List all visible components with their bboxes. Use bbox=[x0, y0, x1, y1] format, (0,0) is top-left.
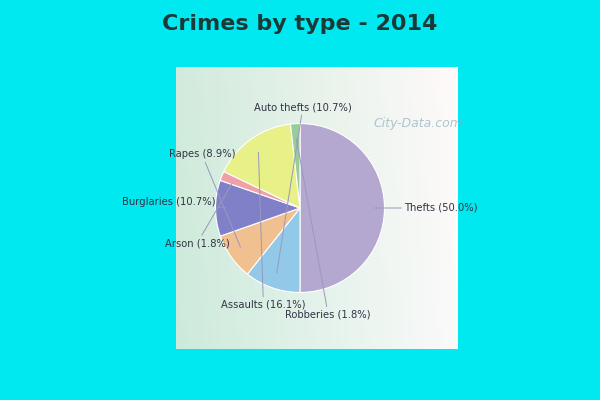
Text: Assaults (16.1%): Assaults (16.1%) bbox=[221, 152, 305, 310]
Text: Thefts (50.0%): Thefts (50.0%) bbox=[374, 203, 478, 213]
Wedge shape bbox=[300, 124, 385, 292]
Text: Crimes by type - 2014: Crimes by type - 2014 bbox=[163, 14, 437, 34]
Wedge shape bbox=[224, 124, 300, 208]
Wedge shape bbox=[290, 124, 300, 208]
Text: Arson (1.8%): Arson (1.8%) bbox=[165, 183, 232, 248]
Text: Auto thefts (10.7%): Auto thefts (10.7%) bbox=[254, 102, 352, 273]
Text: Burglaries (10.7%): Burglaries (10.7%) bbox=[122, 197, 226, 208]
Text: Rapes (8.9%): Rapes (8.9%) bbox=[169, 150, 241, 247]
Wedge shape bbox=[220, 172, 300, 208]
Text: City-Data.com: City-Data.com bbox=[374, 117, 463, 130]
Text: Robberies (1.8%): Robberies (1.8%) bbox=[286, 139, 371, 319]
Wedge shape bbox=[247, 208, 300, 292]
Wedge shape bbox=[215, 180, 300, 236]
Wedge shape bbox=[220, 208, 300, 274]
